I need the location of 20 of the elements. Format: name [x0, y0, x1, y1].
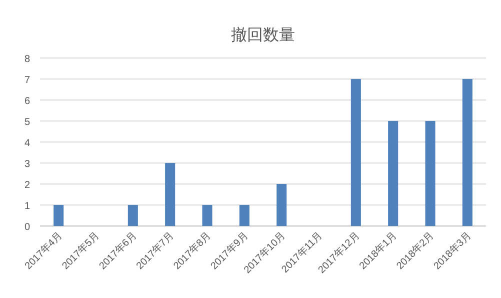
chart-title: 撤回数量	[231, 26, 295, 44]
bar	[425, 121, 436, 226]
bar	[54, 205, 64, 226]
bar	[276, 184, 287, 226]
y-tick-label: 2	[24, 180, 30, 191]
bar	[202, 205, 212, 226]
y-tick-label: 5	[24, 117, 30, 128]
bar	[388, 121, 398, 226]
y-tick-label: 0	[24, 222, 30, 233]
bar	[239, 205, 250, 226]
y-tick-label: 4	[24, 138, 30, 149]
y-tick-label: 6	[24, 96, 30, 107]
bar	[350, 79, 361, 226]
bar	[165, 163, 176, 226]
bar	[128, 205, 138, 226]
y-tick-label: 1	[24, 201, 30, 212]
y-tick-label: 8	[24, 54, 30, 65]
y-tick-label: 3	[24, 159, 30, 170]
bar	[462, 79, 472, 226]
y-tick-label: 7	[24, 75, 30, 86]
